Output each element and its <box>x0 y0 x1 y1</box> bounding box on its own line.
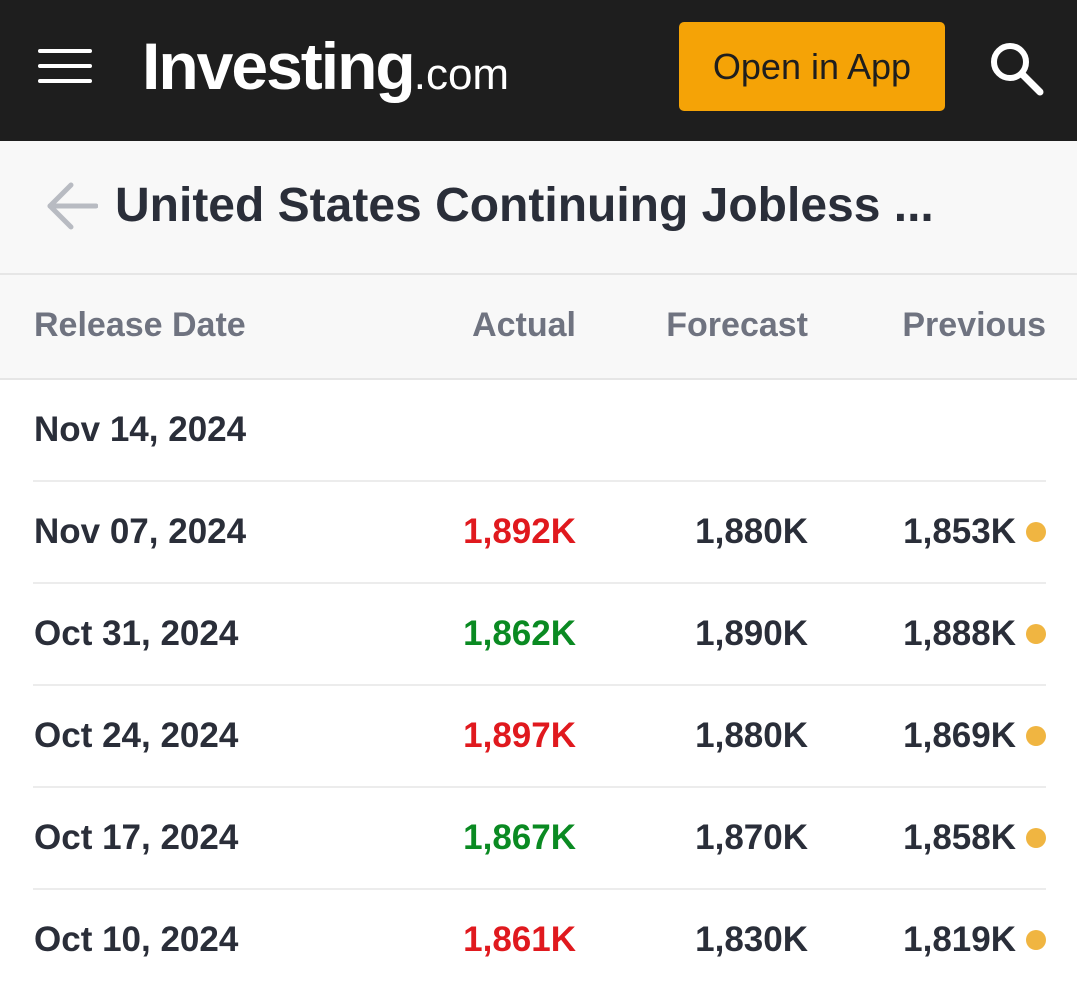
revised-dot-icon[interactable] <box>1026 726 1046 746</box>
forecast-cell: 1,830K <box>695 920 808 959</box>
title-bar: United States Continuing Jobless ... <box>0 141 1077 275</box>
actual-cell: 1,867K <box>463 818 576 857</box>
hamburger-line <box>38 64 92 68</box>
release-date-cell: Oct 24, 2024 <box>34 716 239 755</box>
release-date-cell: Nov 07, 2024 <box>34 512 247 551</box>
previous-cell: 1,853K <box>903 512 1016 551</box>
forecast-cell: 1,880K <box>695 716 808 755</box>
release-date-cell: Nov 14, 2024 <box>34 410 247 449</box>
previous-cell: 1,819K <box>903 920 1016 959</box>
forecast-cell: 1,880K <box>695 512 808 551</box>
actual-cell: 1,861K <box>463 920 576 959</box>
revised-dot-icon[interactable] <box>1026 522 1046 542</box>
release-date-cell: Oct 17, 2024 <box>34 818 239 857</box>
release-date-cell: Oct 31, 2024 <box>34 614 239 653</box>
forecast-cell: 1,890K <box>695 614 808 653</box>
forecast-cell: 1,870K <box>695 818 808 857</box>
top-navigation-bar: Investing.com Open in App <box>0 0 1077 141</box>
row-divider <box>33 684 1046 686</box>
revised-dot-icon[interactable] <box>1026 930 1046 950</box>
hamburger-line <box>38 49 92 53</box>
row-divider <box>33 480 1046 482</box>
actual-cell: 1,892K <box>463 512 576 551</box>
page-title: United States Continuing Jobless ... <box>115 179 934 232</box>
actual-cell: 1,862K <box>463 614 576 653</box>
logo-brand: Investing <box>142 29 416 103</box>
table-row: Oct 17, 2024 1,867K 1,870K 1,858K <box>0 788 1077 890</box>
previous-cell: 1,888K <box>903 614 1016 653</box>
row-divider <box>33 888 1046 890</box>
investing-logo[interactable]: Investing.com <box>142 26 509 106</box>
revised-dot-icon[interactable] <box>1026 828 1046 848</box>
previous-cell: 1,869K <box>903 716 1016 755</box>
row-divider <box>33 582 1046 584</box>
row-divider <box>33 786 1046 788</box>
column-header-forecast: Forecast <box>666 306 808 344</box>
table-row: Nov 14, 2024 <box>0 380 1077 482</box>
search-icon[interactable] <box>988 40 1044 96</box>
previous-cell: 1,858K <box>903 818 1016 857</box>
hamburger-icon[interactable] <box>38 47 92 85</box>
revised-dot-icon[interactable] <box>1026 624 1046 644</box>
open-in-app-button[interactable]: Open in App <box>679 22 945 111</box>
table-row: Oct 31, 2024 1,862K 1,890K 1,888K <box>0 584 1077 686</box>
actual-cell: 1,897K <box>463 716 576 755</box>
table-row: Nov 07, 2024 1,892K 1,880K 1,853K <box>0 482 1077 584</box>
release-date-cell: Oct 10, 2024 <box>34 920 239 959</box>
logo-tld: .com <box>413 50 510 99</box>
table-row: Oct 10, 2024 1,861K 1,830K 1,819K <box>0 890 1077 987</box>
hamburger-line <box>38 79 92 83</box>
column-header-actual: Actual <box>472 306 576 344</box>
table-body: Nov 14, 2024 Nov 07, 2024 1,892K 1,880K … <box>0 380 1077 987</box>
arrow-left-icon[interactable] <box>46 181 99 231</box>
table-row: Oct 24, 2024 1,897K 1,880K 1,869K <box>0 686 1077 788</box>
column-header-previous: Previous <box>902 306 1046 344</box>
column-header-release-date: Release Date <box>34 306 246 344</box>
table-header: Release Date Actual Forecast Previous <box>0 275 1077 380</box>
